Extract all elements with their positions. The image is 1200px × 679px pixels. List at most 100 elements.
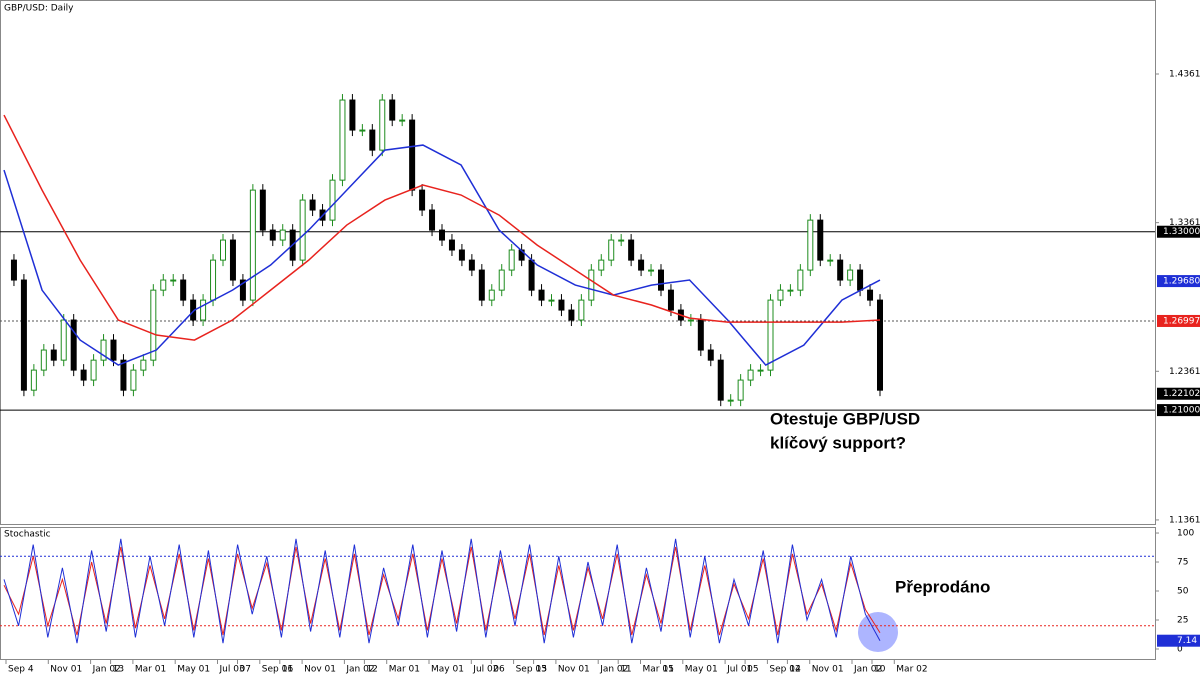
candle	[299, 199, 306, 261]
candle	[40, 349, 47, 371]
stoch-last-label: 7.14	[1177, 636, 1197, 646]
candle	[160, 279, 167, 291]
annotation: klíčový support?	[770, 433, 906, 452]
level-box	[1157, 225, 1200, 238]
candle	[707, 349, 714, 361]
candle	[717, 359, 724, 401]
x-tick-label: Jul 03	[219, 665, 245, 675]
candle	[628, 239, 635, 261]
candle	[359, 129, 366, 132]
candle	[210, 259, 217, 301]
candle	[269, 229, 276, 241]
stoch-annotation: Přeprodáno	[895, 577, 990, 596]
candle	[429, 209, 436, 231]
candle	[787, 289, 794, 292]
candle	[867, 289, 874, 301]
price-frame	[0, 0, 1156, 525]
x-tick-label: Jan 02	[92, 665, 121, 675]
candle	[528, 259, 535, 291]
level-box	[1157, 275, 1200, 288]
candle	[379, 99, 386, 151]
x-tick-label: Nov 01	[558, 665, 590, 675]
candle	[279, 229, 286, 241]
candle	[389, 99, 396, 121]
candle	[249, 189, 256, 301]
candle	[588, 269, 595, 301]
candle	[827, 259, 834, 262]
candle	[757, 369, 764, 372]
candle	[70, 319, 77, 371]
x-tick-label: Jul 01	[726, 665, 752, 675]
candle	[200, 299, 207, 321]
candle	[687, 319, 694, 322]
candle	[448, 239, 455, 251]
x-tick-label: 15	[536, 665, 547, 675]
candle	[20, 279, 27, 391]
candle	[439, 229, 445, 241]
stoch-line	[3, 538, 881, 644]
x-tick-label: Sep 01	[262, 665, 293, 675]
x-tick-label: 14	[789, 665, 801, 675]
candle	[807, 219, 814, 271]
candle	[309, 199, 316, 211]
stoch-line	[3, 546, 881, 636]
x-tick-label: 10	[874, 665, 886, 675]
x-tick-label: May 01	[685, 665, 718, 675]
x-tick-label: May 01	[177, 665, 210, 675]
ma-line	[3, 144, 881, 367]
candle	[478, 269, 485, 301]
level-label: 1.22102	[1163, 389, 1200, 399]
x-tick-label: 07	[240, 665, 251, 675]
x-tick-label: Jan 02	[853, 665, 882, 675]
x-tick-label: Nov 01	[812, 665, 844, 675]
candle	[100, 339, 107, 361]
candle	[667, 289, 674, 311]
level-label: 1.33000	[1163, 227, 1200, 237]
candle	[837, 259, 844, 281]
candle	[468, 259, 475, 271]
candle	[578, 299, 585, 321]
candle	[140, 359, 147, 371]
candle	[239, 279, 246, 301]
candle	[697, 319, 704, 351]
candle	[229, 239, 236, 281]
candle	[608, 239, 615, 261]
level-box	[1157, 404, 1200, 417]
candle	[80, 369, 87, 381]
x-tick-label: Mar 01	[135, 665, 166, 675]
x-tick-label: 16	[282, 665, 294, 675]
candle	[498, 269, 505, 291]
x-tick-label: Nov 01	[304, 665, 336, 675]
candle	[369, 129, 376, 151]
candle	[558, 299, 565, 311]
x-tick-label: Mar 02	[896, 665, 927, 675]
candle	[598, 259, 605, 271]
candle	[488, 289, 495, 301]
x-tick-label: Jan 02	[599, 665, 628, 675]
level-box	[1157, 314, 1200, 327]
candle	[568, 309, 575, 321]
candle	[767, 299, 774, 371]
candle	[797, 269, 804, 291]
candle	[120, 359, 127, 391]
candle	[50, 349, 57, 361]
candle	[329, 179, 336, 221]
candle	[727, 399, 734, 402]
x-tick-label: Sep 4	[8, 665, 34, 675]
candle	[110, 339, 117, 361]
stoch-tick-label: 50	[1177, 587, 1189, 597]
x-tick-label: 12	[366, 665, 377, 675]
candle	[548, 299, 555, 302]
candle	[150, 289, 157, 361]
candle	[399, 119, 406, 122]
x-tick-label: Sep 02	[769, 665, 800, 675]
candle	[747, 369, 754, 381]
x-tick-label: 11	[620, 665, 631, 675]
candle	[170, 279, 177, 282]
x-tick-label: Mar 01	[643, 665, 674, 675]
candle	[30, 369, 37, 391]
candle	[638, 259, 645, 271]
candle	[419, 189, 426, 211]
